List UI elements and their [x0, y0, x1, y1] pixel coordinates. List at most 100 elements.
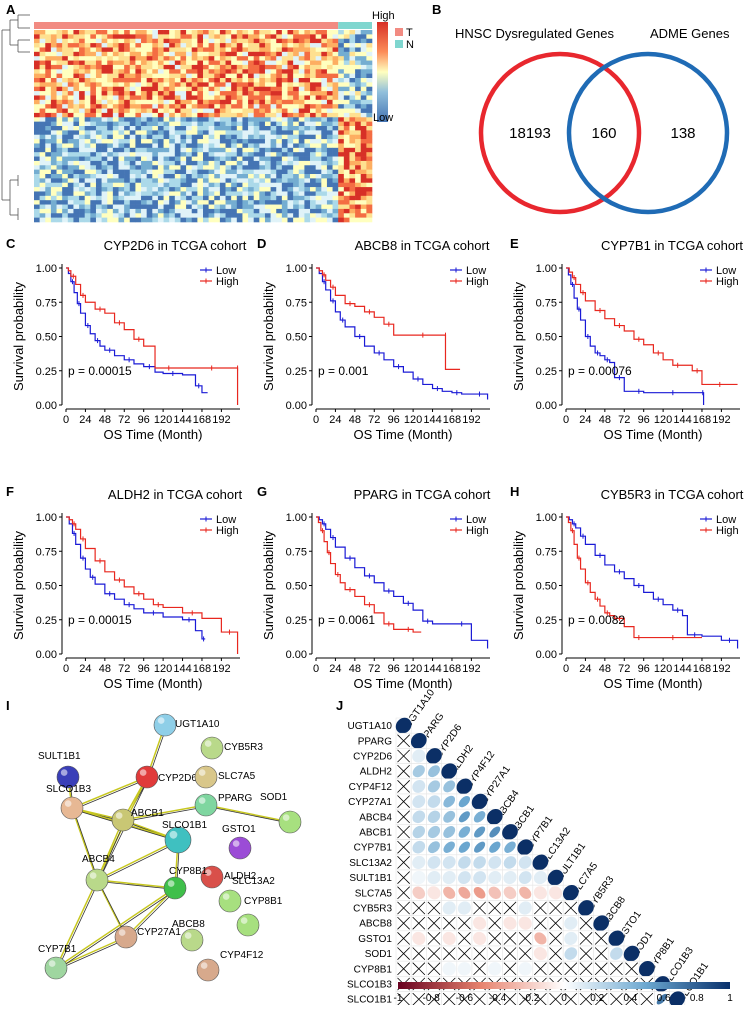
heatmap-cell	[62, 195, 69, 201]
heatmap-cell	[248, 121, 254, 127]
heatmap-cell	[146, 99, 153, 105]
heatmap-cell	[203, 191, 209, 197]
heatmap-cell	[107, 117, 114, 122]
heatmap-cell	[180, 60, 187, 66]
p-value: p = 0.00076	[568, 364, 632, 378]
heatmap-cell	[180, 108, 187, 114]
heatmap-cell	[67, 43, 74, 48]
heatmap-cell	[62, 47, 69, 53]
heatmap-cell	[67, 204, 74, 210]
heatmap-cell	[242, 121, 249, 127]
heatmap-cell	[90, 38, 97, 44]
heatmap-cell	[276, 30, 283, 35]
heatmap-cell	[310, 204, 316, 210]
heatmap-cell	[214, 38, 221, 44]
heatmap-cell	[287, 64, 294, 70]
corr-ellipse	[427, 855, 441, 869]
node-highlight	[118, 929, 126, 936]
heatmap-cell	[45, 195, 52, 201]
heatmap-cell	[270, 47, 277, 53]
heatmap-cell	[310, 130, 316, 136]
group-legend-normal-swatch	[395, 40, 403, 48]
heatmap-cell	[95, 82, 102, 88]
heatmap-cell	[191, 108, 198, 114]
heatmap-cell	[152, 126, 159, 131]
heatmap-cell	[242, 34, 249, 40]
heatmap-cell	[332, 64, 339, 70]
heatmap-cell	[169, 178, 176, 184]
row-label: ABCB4	[359, 812, 392, 823]
heatmap-cell	[84, 174, 91, 179]
heatmap-cell	[107, 99, 114, 105]
node-label: UGT1A10	[175, 719, 220, 730]
heatmap-cell	[298, 208, 305, 214]
heatmap-cell	[45, 34, 52, 40]
node-ball	[200, 736, 224, 760]
km-title: CYP2D6 in TCGA cohort	[104, 238, 247, 253]
heatmap-cell	[180, 195, 187, 201]
heatmap-cell	[293, 126, 300, 131]
heatmap-cell	[180, 204, 187, 210]
heatmap-cell	[45, 82, 52, 88]
heatmap-cell	[343, 208, 350, 214]
heatmap-cell	[174, 104, 181, 109]
corr-ellipse	[427, 795, 441, 808]
x-tick-label: 96	[388, 663, 400, 675]
heatmap-cell	[45, 169, 52, 175]
heatmap-cell	[203, 187, 209, 192]
heatmap-cell	[321, 99, 328, 105]
heatmap-cell	[203, 30, 209, 35]
heatmap-cell	[84, 34, 91, 40]
heatmap-cell	[45, 104, 52, 109]
heatmap-cell	[50, 51, 57, 57]
heatmap-cell	[62, 160, 69, 166]
heatmap-cell	[34, 187, 40, 192]
heatmap-cell	[95, 43, 102, 48]
heatmap-cell	[264, 160, 271, 166]
heatmap-cell	[186, 56, 193, 61]
heatmap-cell	[248, 152, 254, 157]
heatmap-cell	[355, 174, 362, 179]
heatmap-cell	[298, 34, 305, 40]
heatmap-cell	[349, 169, 356, 175]
heatmap-cell	[366, 43, 373, 48]
heatmap-cell	[174, 82, 181, 88]
heatmap-cell	[321, 78, 328, 83]
heatmap-cell	[225, 121, 232, 127]
heatmap-cell	[39, 130, 46, 136]
heatmap-cell	[366, 213, 373, 218]
corr-ellipse-diagonal	[471, 793, 488, 810]
heatmap-cell	[169, 78, 176, 83]
heatmap-cell	[180, 191, 187, 197]
y-tick-label: 0.25	[536, 366, 557, 378]
node-highlight	[89, 872, 97, 879]
heatmap-cell	[107, 169, 114, 175]
heatmap-cell	[79, 187, 85, 192]
heatmap-cell	[315, 86, 322, 92]
heatmap-cell	[253, 130, 260, 136]
heatmap-cell	[276, 165, 283, 170]
heatmap-cell	[67, 47, 74, 53]
corr-ellipse	[533, 871, 547, 885]
corr-insignificant-mark	[397, 780, 410, 793]
heatmap-cell	[298, 165, 305, 170]
heatmap-cell	[163, 204, 170, 210]
heatmap-cell	[310, 191, 316, 197]
heatmap-cell	[236, 99, 243, 105]
heatmap-cell	[264, 95, 271, 101]
heatmap-cell	[236, 191, 243, 197]
heatmap-cell	[360, 121, 367, 127]
heatmap-cell	[124, 200, 131, 205]
heatmap-cell	[39, 47, 46, 53]
heatmap-cell	[338, 43, 345, 48]
heatmap-cell	[84, 78, 91, 83]
heatmap-cell	[315, 104, 322, 109]
heatmap-cell	[191, 95, 198, 101]
heatmap-cell	[191, 143, 198, 149]
x-tick-label: 144	[673, 663, 691, 675]
heatmap-cell	[73, 208, 80, 214]
heatmap-cell	[129, 86, 136, 92]
heatmap-cell	[34, 56, 40, 61]
heatmap-cell	[191, 213, 198, 218]
y-tick-label: 0.25	[286, 615, 307, 627]
